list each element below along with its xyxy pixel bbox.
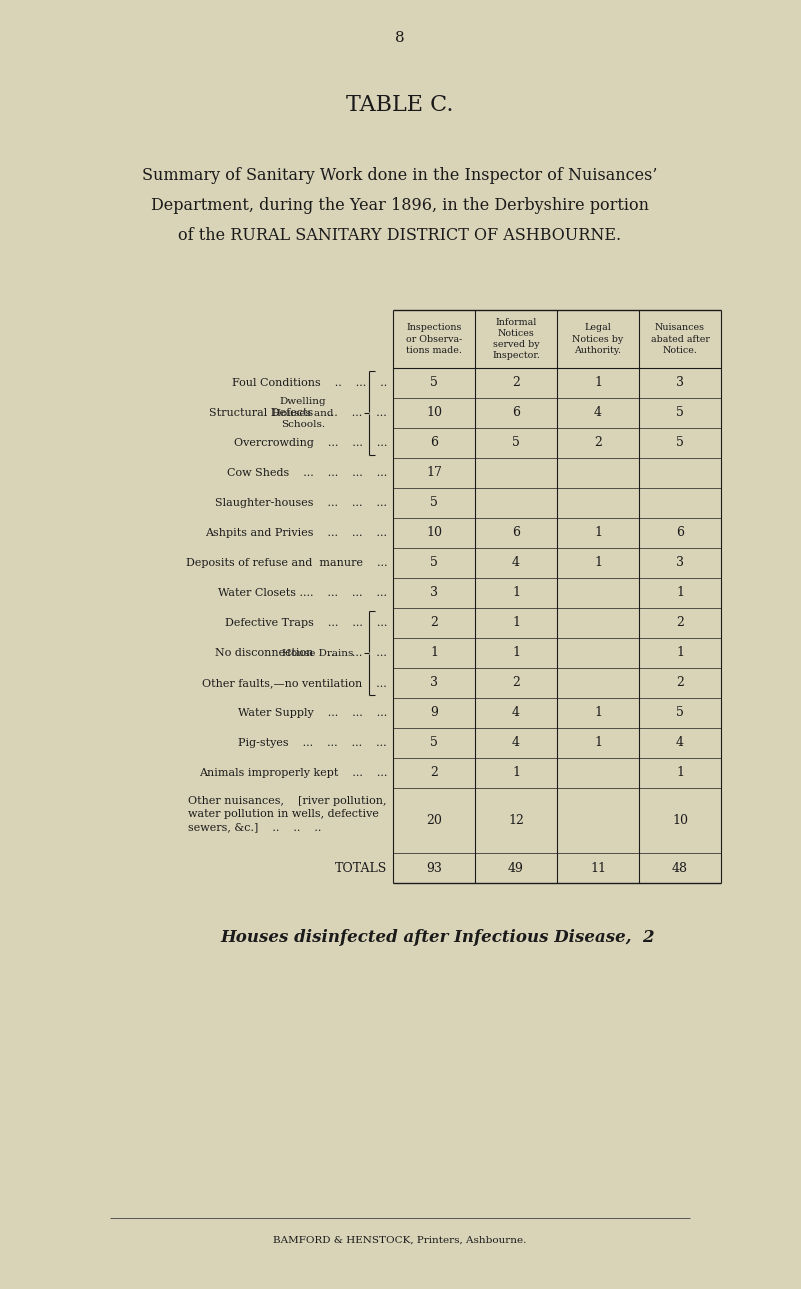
Text: 3: 3 xyxy=(430,677,438,690)
Text: 5: 5 xyxy=(676,437,684,450)
Text: TOTALS: TOTALS xyxy=(335,861,387,874)
Text: 6: 6 xyxy=(430,437,438,450)
Text: 17: 17 xyxy=(426,467,442,480)
Text: 10: 10 xyxy=(426,526,442,540)
Text: 6: 6 xyxy=(676,526,684,540)
Text: 12: 12 xyxy=(508,813,524,828)
Text: Other nuisances,    [river pollution,
water pollution in wells, defective
sewers: Other nuisances, [river pollution, water… xyxy=(188,797,387,833)
Text: Structural Defects    ...    ...    ...: Structural Defects ... ... ... xyxy=(209,409,387,418)
Text: 1: 1 xyxy=(512,767,520,780)
Text: 1: 1 xyxy=(430,647,438,660)
Text: 5: 5 xyxy=(430,736,438,749)
Text: House Drains: House Drains xyxy=(282,648,354,657)
Text: 48: 48 xyxy=(672,861,688,874)
Text: 5: 5 xyxy=(430,496,438,509)
Text: Legal
Notices by
Authority.: Legal Notices by Authority. xyxy=(573,324,624,354)
Text: 3: 3 xyxy=(430,586,438,599)
Text: TABLE C.: TABLE C. xyxy=(346,94,453,116)
Text: Nuisances
abated after
Notice.: Nuisances abated after Notice. xyxy=(650,324,710,354)
Text: 2: 2 xyxy=(430,767,438,780)
Text: 1: 1 xyxy=(512,647,520,660)
Text: 4: 4 xyxy=(676,736,684,749)
Text: No disconnection    ...    ...    ...: No disconnection ... ... ... xyxy=(215,648,387,657)
Text: 5: 5 xyxy=(676,406,684,419)
Text: 3: 3 xyxy=(676,376,684,389)
Text: Ashpits and Privies    ...    ...    ...: Ashpits and Privies ... ... ... xyxy=(205,528,387,538)
Text: 10: 10 xyxy=(672,813,688,828)
Text: 5: 5 xyxy=(430,557,438,570)
Text: 1: 1 xyxy=(512,616,520,629)
Text: Overcrowding    ...    ...    ...: Overcrowding ... ... ... xyxy=(234,438,387,449)
Text: 1: 1 xyxy=(594,736,602,749)
Text: 8: 8 xyxy=(395,31,405,45)
Text: Slaughter-houses    ...    ...    ...: Slaughter-houses ... ... ... xyxy=(215,498,387,508)
Text: 6: 6 xyxy=(512,406,520,419)
Text: BAMFORD & HENSTOCK, Printers, Ashbourne.: BAMFORD & HENSTOCK, Printers, Ashbourne. xyxy=(273,1235,527,1244)
Text: 93: 93 xyxy=(426,861,442,874)
Text: 2: 2 xyxy=(512,677,520,690)
Text: 10: 10 xyxy=(426,406,442,419)
Text: 20: 20 xyxy=(426,813,442,828)
Text: Houses disinfected after Infectious Disease,  2: Houses disinfected after Infectious Dise… xyxy=(220,929,654,946)
Text: Cow Sheds    ...    ...    ...    ...: Cow Sheds ... ... ... ... xyxy=(227,468,387,478)
Text: 6: 6 xyxy=(512,526,520,540)
Text: 1: 1 xyxy=(594,376,602,389)
Text: Department, during the Year 1896, in the Derbyshire portion: Department, during the Year 1896, in the… xyxy=(151,196,649,214)
Text: 2: 2 xyxy=(594,437,602,450)
Text: Water Supply    ...    ...    ...: Water Supply ... ... ... xyxy=(238,708,387,718)
Text: 4: 4 xyxy=(512,557,520,570)
Text: of the RURAL SANITARY DISTRICT OF ASHBOURNE.: of the RURAL SANITARY DISTRICT OF ASHBOU… xyxy=(179,227,622,244)
Text: 1: 1 xyxy=(676,647,684,660)
Text: 3: 3 xyxy=(676,557,684,570)
Text: 1: 1 xyxy=(594,526,602,540)
Text: Inspections
or Observa-
tions made.: Inspections or Observa- tions made. xyxy=(406,324,462,354)
Text: 4: 4 xyxy=(512,706,520,719)
Text: 49: 49 xyxy=(508,861,524,874)
Text: 1: 1 xyxy=(512,586,520,599)
Text: 2: 2 xyxy=(676,616,684,629)
Text: 5: 5 xyxy=(430,376,438,389)
Text: 1: 1 xyxy=(594,706,602,719)
Text: Other faults,—no ventilation    ...: Other faults,—no ventilation ... xyxy=(202,678,387,688)
Text: 2: 2 xyxy=(430,616,438,629)
Text: 2: 2 xyxy=(676,677,684,690)
Text: 2: 2 xyxy=(512,376,520,389)
Text: Pig-styes    ...    ...    ...    ...: Pig-styes ... ... ... ... xyxy=(239,739,387,748)
Text: 1: 1 xyxy=(676,767,684,780)
Text: Informal
Notices
served by
Inspector.: Informal Notices served by Inspector. xyxy=(492,318,540,360)
Text: 4: 4 xyxy=(594,406,602,419)
Text: 5: 5 xyxy=(512,437,520,450)
Text: 1: 1 xyxy=(676,586,684,599)
Text: Water Closets ....    ...    ...    ...: Water Closets .... ... ... ... xyxy=(218,588,387,598)
Text: Deposits of refuse and  manure    ...: Deposits of refuse and manure ... xyxy=(186,558,387,568)
Text: Defective Traps    ...    ...    ...: Defective Traps ... ... ... xyxy=(224,617,387,628)
Text: 4: 4 xyxy=(512,736,520,749)
Text: 9: 9 xyxy=(430,706,438,719)
Text: Dwelling
Houses and
Schools.: Dwelling Houses and Schools. xyxy=(272,397,334,429)
Text: Foul Conditions    ..    ...    ..: Foul Conditions .. ... .. xyxy=(231,378,387,388)
Text: 11: 11 xyxy=(590,861,606,874)
Text: 5: 5 xyxy=(676,706,684,719)
Text: 1: 1 xyxy=(594,557,602,570)
Text: Summary of Sanitary Work done in the Inspector of Nuisances’: Summary of Sanitary Work done in the Ins… xyxy=(143,166,658,183)
Text: Animals improperly kept    ...    ...: Animals improperly kept ... ... xyxy=(199,768,387,779)
